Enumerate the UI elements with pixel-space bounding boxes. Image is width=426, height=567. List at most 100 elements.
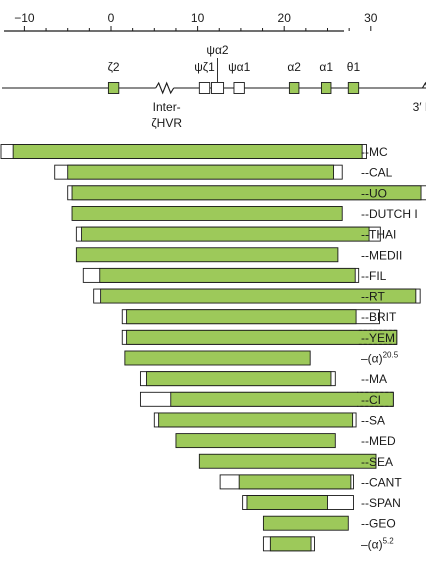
deletion-row: --BRIT (121, 309, 397, 325)
deletion-row: –(α)20.5 (124, 350, 399, 366)
kb-axis: −10 0 10 20 30 (4, 11, 378, 32)
deletion-bar (262, 515, 349, 531)
deletion-bar (238, 474, 352, 490)
deletion-bar (75, 247, 339, 263)
deletion-bar (269, 536, 312, 552)
deletion-label-text: --MED (361, 434, 396, 448)
deletion-label-superscript: 5.2 (383, 536, 395, 545)
deletion-row: –(α)5.2 (262, 536, 394, 552)
deletion-label-text: --THAI (361, 228, 396, 242)
deletion-bar (126, 329, 398, 345)
inter-zeta-hvr-label: ζHVR (151, 116, 182, 130)
deletion-bar (126, 309, 357, 325)
deletion-row: --YEM (121, 329, 398, 345)
inter-zeta-hvr-break (155, 81, 175, 95)
deletion-bar (99, 267, 356, 283)
gene-label-psi-alpha1: ψα1 (228, 60, 250, 74)
deletion-label: --GEO (361, 517, 396, 531)
gene-box-alpha1 (320, 82, 332, 94)
gene-box-alpha2 (288, 82, 300, 94)
deletion-label-text: --SPAN (361, 496, 401, 510)
deletion-label: --YEM (361, 331, 395, 345)
deletion-row: --FIL (82, 267, 387, 283)
deletion-row: --MA (139, 371, 387, 386)
deletion-bar (71, 205, 343, 221)
deletion-label-text: --YEM (361, 331, 395, 345)
deletion-bar (124, 350, 311, 366)
deletion-label: –(α)20.5 (361, 351, 399, 366)
deletion-label-text: --CAL (361, 166, 393, 180)
deletion-row: --DUTCH I (71, 205, 418, 221)
deletion-bar (246, 495, 328, 510)
deletion-row: --MC (0, 144, 388, 159)
deletion-label-text: --SEA (361, 455, 393, 469)
deletion-bar (170, 391, 394, 407)
deletion-row: --CAL (54, 164, 393, 180)
deletion-label: --UO (361, 186, 387, 200)
deletion-row: --GEO (262, 515, 396, 531)
axis-tick-label: 30 (364, 11, 378, 25)
gene-box-psi-zeta1 (198, 82, 211, 94)
deletion-label-text: --MC (361, 145, 388, 159)
deletion-label: --BRIT (361, 310, 397, 324)
deletion-label: --MA (361, 372, 387, 386)
deletion-label-text: --SA (361, 413, 385, 427)
deletion-label-text: --FIL (361, 269, 387, 283)
deletion-bar (175, 433, 336, 449)
deletion-label-text: --MA (361, 372, 387, 386)
inter-zeta-hvr-label: Inter- (153, 100, 181, 114)
gene-label-psi-alpha2: ψα2 (206, 43, 228, 57)
deletion-label-text: --RT (361, 290, 385, 304)
deletion-row: --CI (139, 391, 394, 407)
gene-label-zeta2: ζ2 (108, 60, 120, 74)
deletion-label: --CAL (361, 166, 393, 180)
deletion-bar (71, 185, 422, 201)
gene-label-alpha1: α1 (319, 60, 333, 74)
deletion-bar (67, 164, 335, 180)
deletion-label: --SEA (361, 455, 393, 469)
deletion-list: --MC --CAL --UO --DUTCH I --THAI --MEDII --FIL… (0, 144, 426, 552)
deletion-label: --MED (361, 434, 396, 448)
three-prime-hvr-label: 3′ HVR (413, 100, 426, 114)
deletion-label: --THAI (361, 228, 396, 242)
deletion-label-text: --UO (361, 186, 387, 200)
deletion-label: --SA (361, 413, 385, 427)
deletion-row: --SPAN (242, 495, 401, 510)
deletion-label: --MEDII (361, 248, 402, 262)
deletion-label-superscript: 20.5 (383, 351, 399, 360)
gene-label-theta1: θ1 (347, 60, 361, 74)
deletion-label-text: --GEO (361, 517, 396, 531)
deletion-row: --CANT (219, 474, 402, 490)
gene-box-theta1 (347, 82, 360, 94)
deletion-bar (12, 144, 363, 159)
deletion-label: –(α)5.2 (361, 536, 394, 551)
deletion-row: --SA (153, 412, 385, 428)
gene-box-zeta2 (107, 82, 120, 94)
gene-box-psi-alpha1 (233, 82, 245, 94)
deletion-row: --UO (67, 185, 426, 201)
deletion-bar (158, 412, 354, 428)
deletion-label: --CANT (361, 475, 402, 489)
deletion-label-text: --CANT (361, 475, 402, 489)
three-prime-hvr-break (421, 81, 426, 89)
deletion-label-text: --MEDII (361, 248, 402, 262)
deletion-bar (81, 226, 370, 242)
deletion-label-text: --CI (361, 393, 381, 407)
deletion-label-text: --DUTCH I (361, 207, 418, 221)
axis-tick-label: −10 (14, 11, 35, 25)
deletion-label: --RT (361, 290, 385, 304)
axis-tick-label: 0 (108, 11, 115, 25)
deletion-label-text: –(α) (361, 537, 383, 551)
deletion-label-text: –(α) (361, 352, 383, 366)
deletion-label-text: --BRIT (361, 310, 397, 324)
deletion-row: --MED (175, 433, 396, 449)
deletion-label: --FIL (361, 269, 387, 283)
deletion-row: --SEA (198, 453, 393, 469)
axis-tick-label: 20 (278, 11, 292, 25)
deletion-label: --MC (361, 145, 388, 159)
gene-label-alpha2: α2 (287, 60, 301, 74)
gene-label-psi-zeta1: ψζ1 (194, 60, 215, 74)
axis-tick-label: 10 (191, 11, 205, 25)
